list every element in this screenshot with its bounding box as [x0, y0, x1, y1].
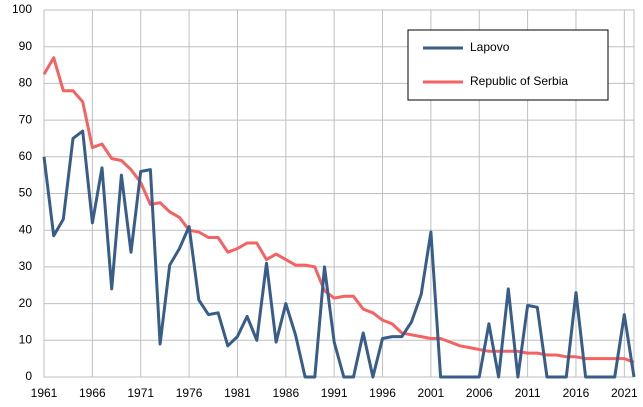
plot-frame	[43, 9, 635, 378]
series-line	[42, 129, 636, 379]
x-tick-label: 1996	[369, 386, 396, 400]
y-tick-label: 60	[19, 149, 33, 163]
x-tick-label: 2001	[418, 386, 445, 400]
legend-box	[407, 29, 609, 101]
y-tick-label: 0	[25, 369, 32, 383]
y-tick-label: 70	[19, 112, 33, 126]
y-tick-label: 80	[19, 76, 33, 90]
series-line	[42, 56, 635, 364]
y-tick-label: 50	[19, 186, 33, 200]
legend-label: Lapovo	[470, 40, 510, 54]
legend-label: Republic of Serbia	[470, 74, 568, 88]
x-tick-label: 1991	[321, 386, 348, 400]
x-tick-label: 1961	[31, 386, 58, 400]
y-tick-label: 30	[19, 259, 33, 273]
x-tick-label: 1986	[272, 386, 299, 400]
y-tick-label: 100	[12, 2, 32, 16]
x-tick-label: 2006	[466, 386, 493, 400]
y-tick-label: 10	[19, 332, 33, 346]
x-tick-label: 1971	[127, 386, 154, 400]
x-tick-label: 2016	[563, 386, 590, 400]
y-tick-label: 40	[19, 222, 33, 236]
x-tick-label: 2011	[515, 386, 541, 400]
x-tick-label: 2021	[611, 386, 638, 400]
x-tick-label: 1981	[224, 386, 251, 400]
x-tick-label: 1966	[79, 386, 106, 400]
y-tick-label: 20	[19, 296, 33, 310]
y-tick-label: 90	[19, 39, 33, 53]
x-tick-label: 1976	[176, 386, 203, 400]
